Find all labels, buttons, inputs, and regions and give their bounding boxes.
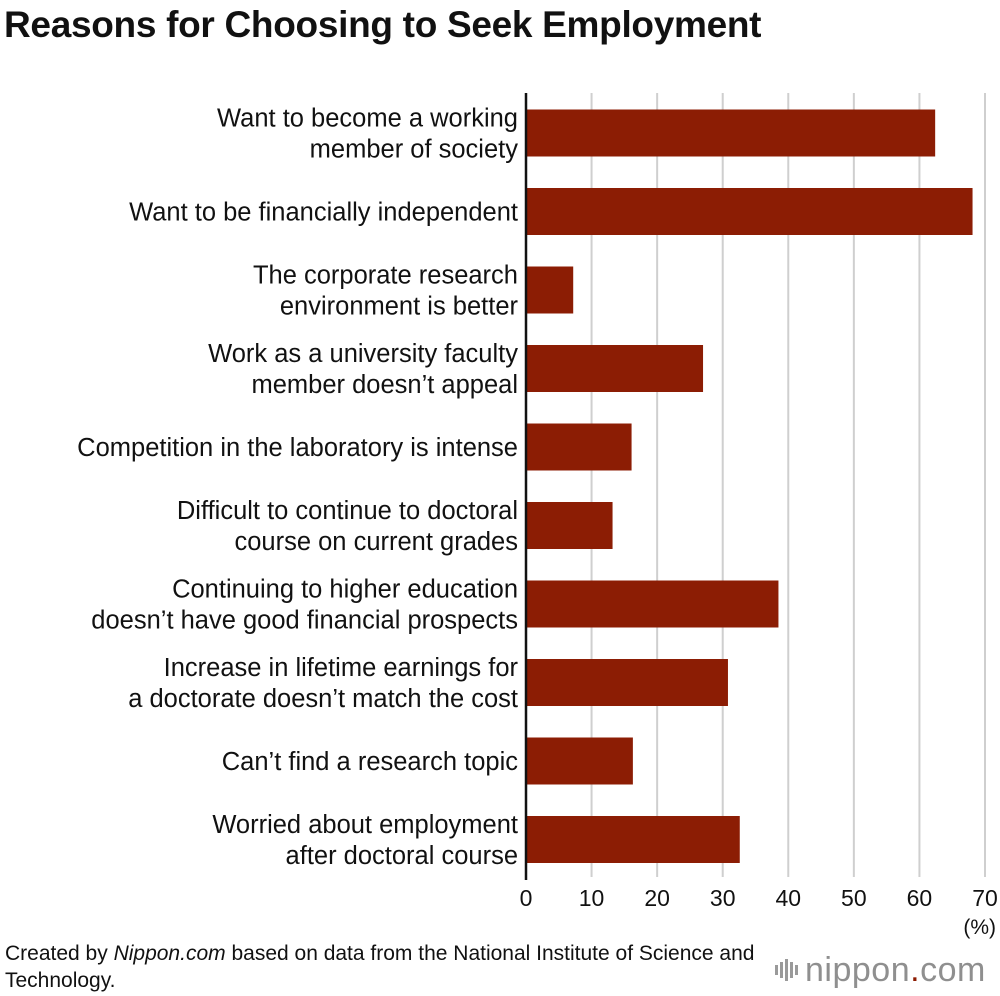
source-note: Created by Nippon.com based on data from… [5,940,765,994]
x-tick-label: 70 [972,885,998,911]
category-label: Want to be financially independent [129,199,518,227]
category-label: member doesn’t appeal [252,371,519,399]
x-tick-label: 0 [520,885,533,911]
nippon-logo: nippon.com [775,950,986,990]
x-axis-unit: (%) [963,916,996,939]
category-label: Competition in the laboratory is intense [77,434,518,462]
bar [526,580,779,628]
source-name: Nippon.com [113,942,226,965]
source-suffix: based on data from the National Institut… [5,942,755,992]
category-label: Increase in lifetime earnings for [164,654,519,682]
category-label: Can’t find a research topic [222,748,518,776]
bar [526,109,936,157]
category-label: a doctorate doesn’t match the cost [128,685,518,713]
x-tick-label: 50 [841,885,867,911]
category-label: Continuing to higher education [172,576,518,604]
bar [526,502,613,549]
source-prefix: Created by [5,942,114,965]
category-label: after doctoral course [286,842,518,870]
bar [526,188,973,235]
category-label: doesn’t have good financial prospects [91,607,518,635]
bar [526,345,704,392]
bar-chart: Want to become a working member of societ… [77,93,998,939]
chart-title: Reasons for Choosing to Seek Employment [4,4,762,45]
category-labels: Want to become a working member of societ… [77,105,518,871]
x-tick-label: 60 [907,885,933,911]
category-label: member of society [310,136,519,164]
category-label: course on current grades [235,528,519,556]
x-tick-labels: 0 10 20 30 40 50 60 70 [520,885,998,911]
category-label: Work as a university faculty [208,340,518,368]
category-label: Want to become a working [217,105,518,133]
x-tick-label: 30 [710,885,736,911]
category-label: The corporate research [253,262,518,290]
bar [526,659,728,706]
x-tick-label: 10 [579,885,605,911]
logo-mark-icon [775,959,798,981]
category-label: Worried about employment [212,811,518,839]
bar [526,266,574,314]
category-label: environment is better [280,293,519,321]
x-tick-label: 40 [775,885,801,911]
bar [526,816,740,863]
category-label: Difficult to continue to doctoral [177,497,518,525]
bar [526,423,632,471]
x-tick-label: 20 [644,885,670,911]
logo-wordmark: nippon.com [805,950,986,989]
bar [526,737,633,785]
bars [526,109,973,863]
